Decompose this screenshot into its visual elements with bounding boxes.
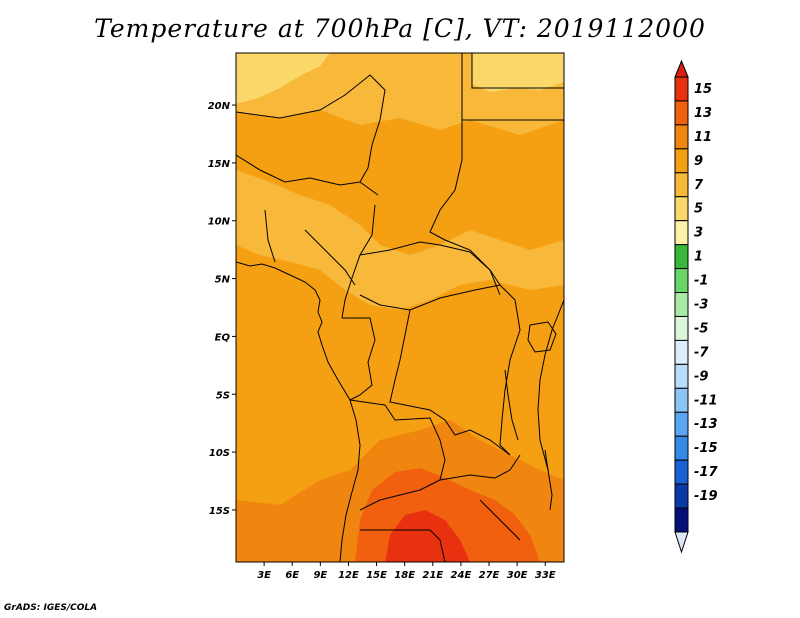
colorbar-label: 11: [694, 130, 712, 145]
lake-malawi: [544, 449, 553, 511]
map-frame: [235, 52, 565, 563]
colorbar-bottom-arrow: [674, 531, 689, 554]
lon-tick-label: 33E: [535, 570, 556, 581]
field-hottest-core: [385, 510, 470, 562]
colorbar-label: 9: [694, 154, 703, 169]
colorbar-segment: [674, 244, 689, 270]
field-cool-northwest: [236, 53, 330, 104]
field-cool-northeast: [472, 53, 564, 92]
lon-tick-label: 27E: [479, 570, 500, 581]
colorbar-segment: [674, 124, 689, 150]
colorbar-segment: [674, 507, 689, 533]
colorbar-label: -1: [694, 274, 708, 289]
map-title: Temperature at 700hPa [C], VT: 201911200…: [94, 14, 706, 43]
coastline-west-africa: [236, 261, 361, 562]
lat-tick-label: 10N: [208, 217, 231, 228]
colorbar-segment: [674, 220, 689, 246]
lon-tick-label: 12E: [338, 570, 359, 581]
lon-tick-label: 3E: [257, 570, 271, 581]
lon-tick-label: 9E: [313, 570, 327, 581]
field-sahel-band: [236, 170, 564, 310]
lat-tick-label: EQ: [215, 332, 231, 343]
colorbar-segment: [674, 483, 689, 509]
border-nigeria: [264, 209, 356, 286]
latitude-axis: 20N 15N 10N 5N EQ 5S 10S 15S: [208, 101, 236, 517]
colorbar-segment: [674, 411, 689, 437]
colorbar-segment: [674, 196, 689, 222]
lon-tick-label: 15E: [366, 570, 387, 581]
colorbar-segment: [674, 339, 689, 365]
lat-tick-label: 10S: [209, 448, 230, 459]
border-congo: [342, 317, 376, 401]
lat-tick-label: 5N: [215, 275, 231, 286]
colorbar-segment: [674, 387, 689, 413]
colorbar-label: -3: [694, 298, 708, 313]
colorbar-label: -13: [694, 417, 718, 432]
border-east-coast: [537, 299, 564, 471]
colorbar-segment: [674, 268, 689, 294]
border-libya-egypt: [461, 53, 564, 121]
colorbar: 15 13 11 9 7 5 3 1 -1 -3 -5 -7 -9 -11 -13 -15 -17 -19: [674, 59, 718, 554]
colorbar-label: 15: [694, 82, 712, 97]
border-mali-niger: [236, 154, 379, 196]
colorbar-segment: [674, 172, 689, 198]
colorbar-label: -15: [694, 441, 718, 456]
lon-tick-label: 18E: [394, 570, 415, 581]
credit-label: GrADS: IGES/COLA: [4, 603, 98, 613]
colorbar-label: 7: [694, 178, 704, 193]
colorbar-label: -7: [694, 345, 709, 360]
colorbar-segment: [674, 315, 689, 341]
colorbar-segment: [674, 292, 689, 317]
colorbar-segment: [674, 148, 689, 174]
colorbar-label: 1: [694, 250, 703, 265]
border-cameroon: [341, 204, 376, 319]
colorbar-segment: [674, 76, 689, 102]
lat-tick-label: 15S: [209, 506, 230, 517]
border-egypt: [471, 53, 564, 89]
colorbar-top-arrow: [674, 59, 689, 78]
colorbar-label: -11: [694, 393, 718, 408]
country-borders: [236, 53, 564, 562]
colorbar-segment: [674, 459, 689, 485]
lake-tanganyika: [504, 369, 519, 441]
lat-tick-label: 5S: [216, 390, 230, 401]
lon-tick-label: 21E: [422, 570, 443, 581]
colorbar-label: 3: [694, 226, 703, 241]
border-namibia-botswana: [360, 499, 521, 562]
border-drc: [389, 309, 511, 456]
lat-tick-label: 15N: [208, 159, 231, 170]
colorbar-segment: [674, 435, 689, 461]
colorbar-label: -19: [694, 489, 718, 504]
lake-victoria: [527, 321, 557, 353]
colorbar-label: -9: [694, 369, 708, 384]
lon-tick-label: 30E: [507, 570, 528, 581]
lat-tick-label: 20N: [208, 101, 231, 112]
border-car: [359, 241, 501, 311]
temperature-field: [236, 53, 564, 562]
border-sahara: [236, 74, 386, 183]
border-angola: [349, 399, 446, 511]
colorbar-label: 13: [694, 106, 712, 121]
lon-tick-label: 24E: [451, 570, 472, 581]
lon-tick-label: 6E: [285, 570, 299, 581]
border-east-africa: [499, 284, 521, 456]
longitude-axis: 3E 6E 9E 12E 15E 18E 21E 24E 27E 30E 33E: [257, 562, 556, 581]
colorbar-segment: [674, 363, 689, 389]
border-zambia: [439, 454, 521, 481]
colorbar-label: 5: [694, 202, 703, 217]
colorbar-label: -17: [694, 465, 718, 480]
colorbar-label: -5: [694, 321, 708, 336]
colorbar-segment: [674, 100, 689, 126]
